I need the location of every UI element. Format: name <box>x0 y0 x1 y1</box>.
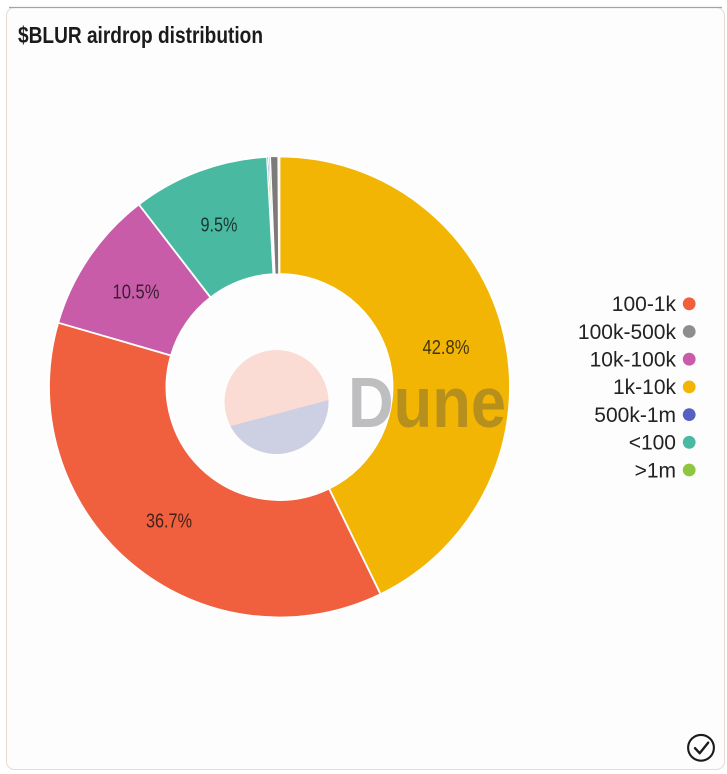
svg-text:100-1k: 100-1k <box>612 293 677 316</box>
svg-text:>1m: >1m <box>635 459 676 482</box>
svg-text:<100: <100 <box>629 432 676 455</box>
svg-text:100k-500k: 100k-500k <box>578 321 677 344</box>
svg-text:42.8%: 42.8% <box>423 337 470 359</box>
svg-text:Dune: Dune <box>348 364 506 443</box>
svg-text:9.5%: 9.5% <box>201 215 238 237</box>
svg-text:500k-1m: 500k-1m <box>594 404 676 427</box>
svg-text:$BLUR airdrop distribution: $BLUR airdrop distribution <box>18 22 263 48</box>
svg-text:36.7%: 36.7% <box>146 511 192 533</box>
svg-text:1k-10k: 1k-10k <box>613 376 677 399</box>
svg-text:10.5%: 10.5% <box>113 282 160 304</box>
svg-text:10k-100k: 10k-100k <box>590 349 677 372</box>
